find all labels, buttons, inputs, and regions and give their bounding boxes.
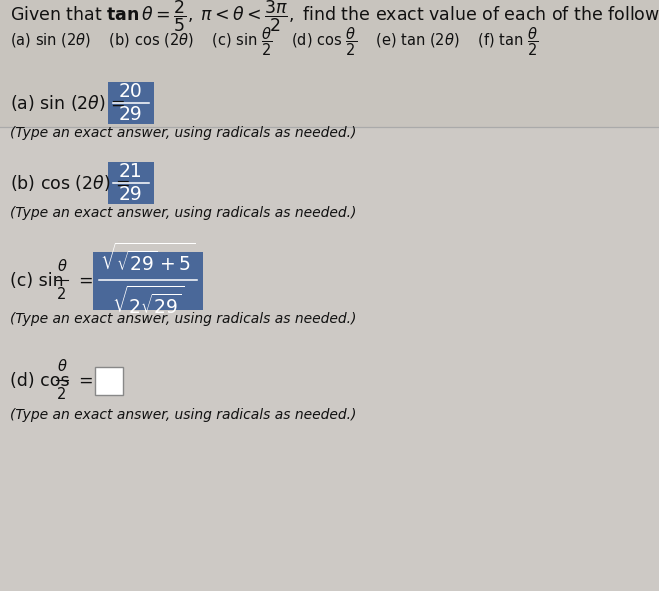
Text: (c) sin: (c) sin <box>10 272 64 290</box>
FancyBboxPatch shape <box>95 367 123 395</box>
FancyBboxPatch shape <box>108 82 154 124</box>
Text: (d) cos: (d) cos <box>10 372 70 390</box>
Text: (Type an exact answer, using radicals as needed.): (Type an exact answer, using radicals as… <box>10 408 357 422</box>
FancyBboxPatch shape <box>93 252 203 310</box>
Text: (a) sin (2$\theta$)    (b) cos (2$\theta$)    (c) sin $\dfrac{\theta}{2}$    (d): (a) sin (2$\theta$) (b) cos (2$\theta$) … <box>10 26 538 59</box>
Text: (b) cos (2$\theta$) =: (b) cos (2$\theta$) = <box>10 173 130 193</box>
Text: 21: 21 <box>119 162 143 181</box>
Text: 29: 29 <box>119 185 143 204</box>
Text: 2: 2 <box>57 287 67 302</box>
Text: 29: 29 <box>119 105 143 124</box>
Text: $\sqrt{2\sqrt{29}}$: $\sqrt{2\sqrt{29}}$ <box>112 285 184 317</box>
Text: $\theta$: $\theta$ <box>57 258 67 274</box>
Text: (Type an exact answer, using radicals as needed.): (Type an exact answer, using radicals as… <box>10 126 357 140</box>
Bar <box>0 0 659 127</box>
FancyBboxPatch shape <box>108 162 154 204</box>
Text: 20: 20 <box>119 82 143 101</box>
Text: =: = <box>78 372 93 390</box>
Text: =: = <box>78 272 93 290</box>
Text: $\sqrt{\sqrt{29}+5}$: $\sqrt{\sqrt{29}+5}$ <box>100 242 196 275</box>
Text: 2: 2 <box>57 387 67 402</box>
Text: Given that $\mathbf{tan}\,\theta = \dfrac{2}{5},\;\pi < \theta < \dfrac{3\pi}{2}: Given that $\mathbf{tan}\,\theta = \dfra… <box>10 0 659 34</box>
Text: (Type an exact answer, using radicals as needed.): (Type an exact answer, using radicals as… <box>10 312 357 326</box>
Text: (a) sin (2$\theta$) =: (a) sin (2$\theta$) = <box>10 93 126 113</box>
Text: (Type an exact answer, using radicals as needed.): (Type an exact answer, using radicals as… <box>10 206 357 220</box>
Text: $\theta$: $\theta$ <box>57 358 67 374</box>
